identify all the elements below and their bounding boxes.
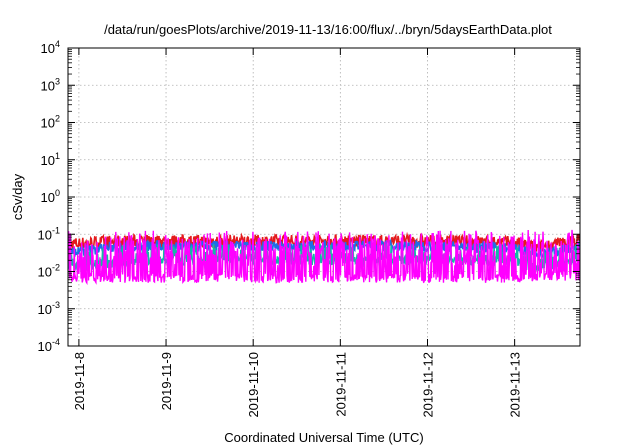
x-tick-label: 2019-11-11 — [333, 352, 348, 417]
y-tick-label: 102 — [41, 114, 60, 131]
y-tick-label: 10-3 — [38, 300, 60, 317]
y-tick-label: 10-1 — [38, 225, 60, 242]
series-line — [68, 229, 580, 286]
x-tick-label: 2019-11-10 — [246, 352, 261, 418]
x-tick-labels: 2019-11-8 2019-11-9 2019-11-10 2019-11-11 20… — [72, 352, 523, 418]
y-tick-label: 103 — [41, 76, 60, 93]
y-tick-label: 104 — [41, 39, 60, 56]
grid-lines — [68, 48, 580, 346]
x-tick-label: 2019-11-8 — [72, 352, 87, 410]
y-tick-labels: 10-4 10-3 10-2 10-1 100 101 102 103 104 — [38, 39, 60, 354]
y-tick-label: 10-2 — [38, 263, 60, 280]
axis-ticks — [68, 47, 580, 347]
chart-title: /data/run/goesPlots/archive/2019-11-13/1… — [104, 22, 552, 37]
y-tick-label: 101 — [41, 151, 60, 168]
x-axis-label: Coordinated Universal Time (UTC) — [224, 430, 423, 445]
x-tick-label: 2019-11-13 — [508, 352, 523, 418]
x-tick-label: 2019-11-9 — [159, 352, 174, 410]
y-axis-label: cSv/day — [10, 173, 25, 220]
series-layer — [68, 229, 580, 286]
x-tick-label: 2019-11-12 — [420, 352, 435, 418]
y-tick-label: 10-4 — [38, 337, 60, 354]
y-tick-label: 100 — [41, 188, 60, 205]
